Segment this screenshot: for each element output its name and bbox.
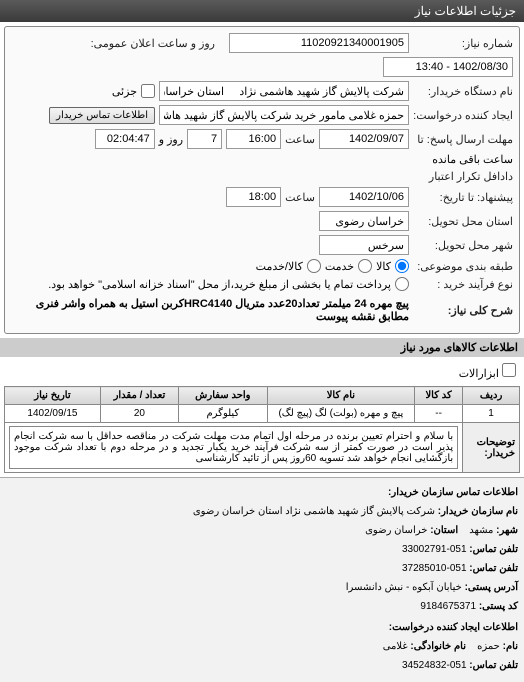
announce-input[interactable] — [383, 57, 513, 77]
ffax-val: 051-37285010 — [402, 563, 467, 574]
requester-input[interactable] — [159, 105, 409, 125]
delivery-state-input[interactable] — [319, 211, 409, 231]
pay-label: نوع فرآیند خرید : — [413, 278, 513, 291]
col-row: ردیف — [463, 387, 520, 405]
footer-section: اطلاعات تماس سازمان خریدار: نام سازمان خ… — [0, 477, 524, 682]
ftel-label: تلفن تماس: — [469, 544, 518, 555]
fstate-label: استان: — [430, 525, 458, 536]
deadline-time-input[interactable] — [226, 129, 281, 149]
tools-checkbox[interactable] — [502, 363, 516, 377]
cell-qty: 20 — [100, 405, 178, 423]
time-label-1: ساعت — [285, 133, 315, 146]
col-code: کد کالا — [415, 387, 463, 405]
fpost-label: کد پستی: — [479, 601, 518, 612]
forg-label: نام سازمان خریدار: — [438, 506, 518, 517]
cell-date: 1402/09/15 — [5, 405, 101, 423]
tools-label: ابزارالات — [459, 368, 499, 380]
ffax-label: تلفن تماس: — [469, 563, 518, 574]
req-no-input[interactable] — [229, 33, 409, 53]
fctel-val: 051-34524832 — [402, 660, 467, 671]
days-remain-input[interactable] — [187, 129, 222, 149]
fname-val: حمزه — [477, 641, 500, 652]
fpost-val: 9184675371 — [420, 601, 476, 612]
public-opt2-radio[interactable] — [358, 259, 372, 273]
days-remain-label: روز و — [159, 133, 183, 146]
partial-label: جزئی — [112, 85, 137, 98]
title-label: شرح کلی نیاز: — [413, 304, 513, 317]
forg-val: شرکت پالایش گاز شهید هاشمی نژاد استان خر… — [193, 506, 435, 517]
table-header-row: ردیف کد کالا نام کالا واحد سفارش تعداد /… — [5, 387, 520, 405]
desc-label: توضیحات خریدار: — [463, 423, 520, 473]
contact-header: اطلاعات تماس سازمان خریدار: — [6, 484, 518, 501]
public-opt1-label: کالا — [376, 260, 391, 273]
announce-label: روز و ساعت اعلان عمومی: — [91, 37, 215, 50]
cell-code: -- — [415, 405, 463, 423]
delivery-state-label: استان محل تحویل: — [413, 215, 513, 228]
fname-label: نام: — [503, 641, 518, 652]
deadline-label: مهلت ارسال پاسخ: تا — [413, 133, 513, 146]
fcity-label: شهر: — [496, 525, 518, 536]
time-remain-label: ساعت باقی مانده — [432, 153, 513, 166]
time-remain-input[interactable] — [95, 129, 155, 149]
partial-checkbox[interactable] — [141, 84, 155, 98]
cell-name: پیچ و مهره (بولت) لگ (پیچ لگ) — [267, 405, 414, 423]
title-text: پیچ مهره 24 میلمتر تعداد20عدد متریال HRC… — [11, 297, 409, 323]
suggest-label: پیشنهاد: تا تاریخ: — [413, 191, 513, 204]
req-no-label: شماره نیاز: — [413, 37, 513, 50]
requester-label: ایجاد کننده درخواست: — [413, 109, 513, 122]
ftel-val: 051-33002791 — [402, 544, 467, 555]
window-title: جزئیات اطلاعات نیاز — [0, 0, 524, 22]
public-type-label: طبقه بندی موضوعی: — [413, 260, 513, 273]
goods-header: اطلاعات کالاهای مورد نیاز — [0, 338, 524, 357]
retry-label: دادافل تکرار اعتبار — [413, 170, 513, 183]
buyer-org-input[interactable] — [159, 81, 409, 101]
col-qty: تعداد / مقدار — [100, 387, 178, 405]
faddr-val: خیابان آبکوه - نبش دانشسرا — [346, 582, 462, 593]
table-row[interactable]: 1 -- پیچ و مهره (بولت) لگ (پیچ لگ) کیلوگ… — [5, 405, 520, 423]
col-name: نام کالا — [267, 387, 414, 405]
deadline-date-input[interactable] — [319, 129, 409, 149]
goods-table: ردیف کد کالا نام کالا واحد سفارش تعداد /… — [4, 386, 520, 473]
cell-unit: کیلوگرم — [178, 405, 267, 423]
suggest-time-input[interactable] — [226, 187, 281, 207]
desc-text: با سلام و احترام تعیین برنده در مرحله او… — [5, 423, 463, 473]
pay-radio[interactable] — [395, 277, 409, 291]
suggest-date-input[interactable] — [319, 187, 409, 207]
contact-info-button[interactable]: اطلاعات تماس خریدار — [49, 107, 155, 124]
flname-label: نام خانوادگی: — [410, 641, 466, 652]
creator-header: اطلاعات ایجاد کننده درخواست: — [6, 619, 518, 636]
time-label-2: ساعت — [285, 191, 315, 204]
table-desc-row: توضیحات خریدار: با سلام و احترام تعیین ب… — [5, 423, 520, 473]
flname-val: غلامی — [383, 641, 408, 652]
pay-radio-label: پرداخت تمام یا بخشی از مبلغ خرید،از محل … — [48, 278, 391, 291]
fcity-val: مشهد — [469, 525, 493, 536]
fctel-label: تلفن تماس: — [469, 660, 518, 671]
delivery-city-input[interactable] — [319, 235, 409, 255]
public-opt3-label: کالا/خدمت — [256, 260, 303, 273]
buyer-org-label: نام دستگاه خریدار: — [413, 85, 513, 98]
cell-row: 1 — [463, 405, 520, 423]
faddr-label: آدرس پستی: — [465, 582, 518, 593]
fstate-val: خراسان رضوی — [365, 525, 427, 536]
delivery-city-label: شهر محل تحویل: — [413, 239, 513, 252]
col-date: تاریخ نیاز — [5, 387, 101, 405]
col-unit: واحد سفارش — [178, 387, 267, 405]
form-section: شماره نیاز: روز و ساعت اعلان عمومی: نام … — [4, 26, 520, 334]
public-opt3-radio[interactable] — [307, 259, 321, 273]
public-opt1-radio[interactable] — [395, 259, 409, 273]
public-opt2-label: خدمت — [325, 260, 354, 273]
